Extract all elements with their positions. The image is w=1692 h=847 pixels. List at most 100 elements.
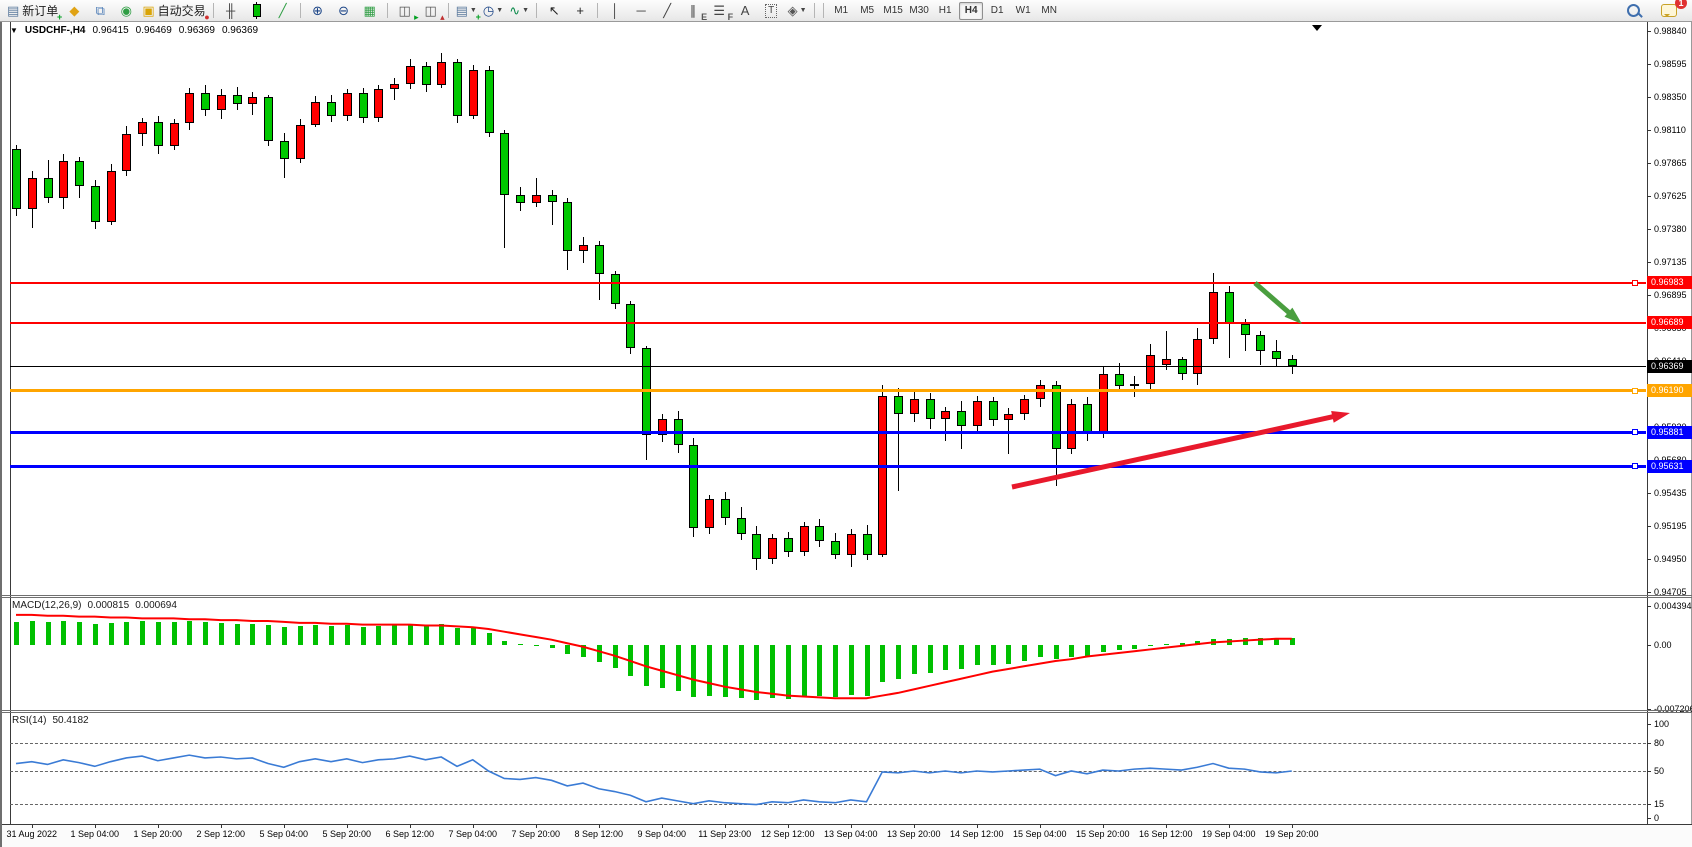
timeframe-m1[interactable]: M1 [834,5,849,16]
price-label-0.96689: 0.96689 [1647,316,1692,330]
macd-panel-splitter-2[interactable] [2,597,1692,598]
timeframe-m15[interactable]: M15 [883,5,903,16]
ohlc-low: 0.96369 [178,25,215,36]
time-label: 16 Sep 12:00 [1138,829,1193,839]
auto-trading-overlay-icon: ● [204,11,210,22]
price-tick-label: 0.97625 [1654,190,1687,201]
rsi-name: RSI(14) [12,715,47,726]
rsi-line [15,754,1292,806]
candle [531,195,541,204]
text-icon: A [740,2,750,18]
price-tick-label: 0.94950 [1654,553,1687,564]
candle-wick [535,177,537,208]
indicators-button[interactable]: ◫ ▸ [393,2,418,22]
horizontal-line-button[interactable]: ─ [629,2,653,20]
chart-area[interactable]: ▼ USDCHF-,H4 0.96415 0.96469 0.96369 0.9… [0,22,1692,847]
resistance-line-2[interactable] [10,321,1646,324]
rsi-panel-splitter[interactable] [2,710,1692,711]
zoom-out-button[interactable]: ⊖ [332,2,356,20]
periods-button[interactable]: ◷ ▼ [481,2,505,20]
candlestick-chart-button[interactable] [245,2,269,20]
timeframe-d1[interactable]: D1 [990,5,1004,16]
price-tick [1647,294,1651,296]
label-button[interactable]: T [759,2,783,20]
pivot-line-orange-handle[interactable] [1632,387,1638,394]
timeframe-w1[interactable]: W1 [1015,5,1031,16]
price-axis-border[interactable] [1647,22,1648,824]
periods-button-dropdown-icon[interactable]: ▼ [496,6,504,14]
resistance-line-1-handle[interactable] [1632,279,1638,286]
symbol-dropdown-icon[interactable]: ▼ [10,26,18,35]
macd-panel-splitter[interactable] [2,595,1692,596]
support-line-2-handle[interactable] [1632,463,1638,470]
support-line-1-handle[interactable] [1632,429,1638,436]
arrows-icon: ◈ [787,2,798,18]
market-watch-button[interactable]: ◆ [62,2,86,20]
candle-wick [945,406,947,441]
chart-window-button[interactable]: ⧉ [88,2,112,20]
cursor-button[interactable]: ↖ [542,2,566,20]
candle [1098,374,1108,434]
notifications-button[interactable]: 1 [1657,0,1687,20]
macd-histogram-bar [29,621,35,645]
bar-chart-button[interactable]: ╫ [219,2,243,20]
red-up-trend-arrow-head[interactable] [1331,410,1350,423]
bar-chart-icon: ╫ [226,2,236,18]
time-tick [724,824,726,828]
green-down-arrow[interactable] [1253,281,1294,317]
auto-trading-button[interactable]: ▣ ● 自动交易 [140,2,210,22]
template-button[interactable]: ∿ ▼ [507,2,531,20]
channel-button[interactable]: ∥ E [681,2,707,22]
macd-histogram-bar [549,645,555,648]
rsi-panel-splitter-2[interactable] [2,712,1692,713]
red-up-trend-arrow[interactable] [1011,413,1337,490]
fibonacci-button[interactable]: ☰ F [707,2,733,22]
price-tick-label: 0.95680 [1654,455,1687,465]
tile-windows-button[interactable]: ▦ [358,2,382,20]
text-button[interactable]: A [733,2,757,20]
time-axis[interactable] [2,825,1692,847]
support-line-2[interactable] [10,464,1646,468]
signal-button[interactable]: ◉ [114,2,138,20]
trendline-button[interactable]: ╱ [655,2,679,20]
bid-price-line[interactable] [10,365,1646,367]
price-tick-label: 0.98110 [1654,125,1686,136]
vertical-line-button[interactable]: │ [603,2,627,20]
rsi-axis-tick [1647,817,1651,819]
timeframe-mn[interactable]: MN [1041,5,1057,16]
candle [610,273,620,304]
timeframe-m5[interactable]: M5 [860,5,875,16]
new-order-button[interactable]: ▤ + 新订单 [5,2,62,22]
timeframe-h4[interactable]: H4 [959,1,984,20]
arrows-button[interactable]: ◈ ▼ [785,2,809,20]
time-tick [976,824,978,828]
signal-icon: ◉ [120,2,132,18]
timeframe-m30[interactable]: M30 [909,5,929,16]
indicator-window-button[interactable]: ◫ ▴ [419,2,444,22]
toolbar-separator [386,3,388,18]
candle [405,66,415,84]
price-tick [1647,262,1651,264]
notification-badge: 1 [1675,0,1687,9]
add-indicator-button[interactable]: ▤ + ▼ [454,2,481,22]
search-button[interactable] [1621,2,1645,20]
label-icon: T [765,3,778,18]
chart-symbol: USDCHF-,H4 [24,25,86,36]
timeframe-h1[interactable]: H1 [938,5,952,16]
macd-histogram-bar [911,645,917,675]
chart-shift-marker[interactable] [1312,25,1322,31]
add-indicator-button-dropdown-icon[interactable]: ▼ [469,6,477,14]
resistance-line-1[interactable] [10,281,1646,284]
candle [1224,291,1234,325]
zoom-in-button[interactable]: ⊕ [306,2,330,20]
time-tick [1228,824,1230,828]
rsi-axis-tick [1647,803,1651,805]
template-button-dropdown-icon[interactable]: ▼ [522,6,530,14]
line-chart-button[interactable]: ╱ [271,2,295,20]
pivot-line-orange[interactable] [10,389,1646,393]
support-line-1[interactable] [10,430,1646,434]
crosshair-button[interactable]: + [568,2,592,20]
price-tick-label: 0.98840 [1654,26,1687,36]
candle [1114,374,1124,387]
arrows-button-dropdown-icon[interactable]: ▼ [799,6,807,14]
